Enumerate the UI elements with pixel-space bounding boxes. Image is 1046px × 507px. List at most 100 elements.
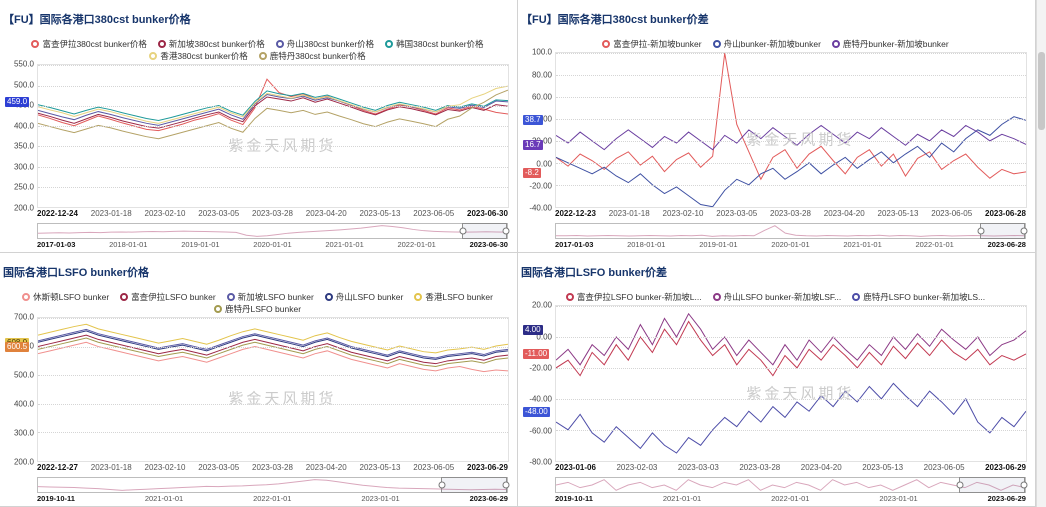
legend-item[interactable]: 富查伊拉LSFO bunker-新加坡L... xyxy=(565,291,702,303)
legend-item[interactable]: 新加坡LSFO bunker xyxy=(226,291,314,303)
y-tick-label: 300.0 xyxy=(13,162,34,172)
legend-item[interactable]: 富查伊拉-新加坡bunker xyxy=(602,38,702,50)
legend-item[interactable]: 韩国380cst bunker价格 xyxy=(385,38,484,50)
navigator-selection[interactable] xyxy=(459,223,510,239)
page-scrollbar[interactable] xyxy=(1036,0,1046,507)
y-tick-label: 400.0 xyxy=(13,121,34,131)
legend-label: 富查伊拉380cst bunker价格 xyxy=(42,39,147,50)
gridline xyxy=(38,207,508,208)
y-tick-label: 0.00 xyxy=(536,159,552,168)
y-tick-label: 700.0 xyxy=(13,312,34,322)
legend-item[interactable]: 新加坡380cst bunker价格 xyxy=(157,38,265,50)
legend-item[interactable]: 富查伊拉380cst bunker价格 xyxy=(31,38,147,50)
x-tick-label: 2023-04-20 xyxy=(800,463,842,472)
y-tick-label: 200.0 xyxy=(13,457,34,467)
legend-marker-icon xyxy=(226,293,235,302)
x-tick-label: 2023-03-05 xyxy=(198,209,240,218)
legend-item[interactable]: 富查伊拉LSFO bunker xyxy=(120,291,216,303)
range-navigator[interactable] xyxy=(555,223,1028,239)
legend-label: 富查伊拉-新加坡bunker xyxy=(613,39,702,50)
navigator-date-label: 2017-01-03 xyxy=(555,240,594,249)
legend-item[interactable]: 鹿特丹LSFO bunker xyxy=(213,303,301,315)
y-tick-label: 350.0 xyxy=(13,141,34,151)
navigator-date-label: 2017-01-03 xyxy=(37,240,76,249)
x-tick-label: 2023-06-30 xyxy=(467,209,508,218)
plot-canvas[interactable]: 紫金天风期货 xyxy=(555,305,1027,462)
legend-marker-icon xyxy=(157,40,166,49)
navigator-date-label: 2022-01-01 xyxy=(397,240,436,249)
navigator-handle-right[interactable] xyxy=(502,481,510,489)
x-tick-label: 2023-01-18 xyxy=(90,463,132,472)
panel-380cst-spread: 【FU】国际各港口380cst bunker价差 富查伊拉-新加坡bunker 舟… xyxy=(518,0,1036,253)
navigator-date-label: 2020-01-01 xyxy=(253,240,292,249)
navigator-line xyxy=(38,224,507,238)
x-tick-label: 2023-05-13 xyxy=(877,209,919,218)
y-tick-label: 60.00 xyxy=(531,92,552,102)
range-navigator[interactable] xyxy=(37,223,510,239)
navigator-date-label: 2021-01-01 xyxy=(662,494,702,503)
x-axis: 2022-12-23 2023-01-18 2023-02-10 2023-03-05… xyxy=(521,208,1030,220)
gridline xyxy=(556,185,1026,187)
legend-item[interactable]: 鹿特丹380cst bunker价格 xyxy=(258,50,366,62)
gridline xyxy=(556,368,1026,370)
legend-item[interactable]: 舟山380cst bunker价格 xyxy=(275,38,375,50)
legend-item[interactable]: 鹿特丹bunker-新加坡bunker xyxy=(831,38,949,50)
scrollbar-thumb[interactable] xyxy=(1038,52,1045,130)
legend-item[interactable]: 香港380cst bunker价格 xyxy=(149,50,248,62)
navigator-handle-left[interactable] xyxy=(438,481,446,489)
navigator-handle-right[interactable] xyxy=(502,227,510,235)
gridline xyxy=(556,163,1026,165)
plot-canvas[interactable]: 紫金天风期货 xyxy=(555,52,1027,208)
navigator-date-label: 2023-06-30 xyxy=(469,240,508,249)
gridline xyxy=(556,337,1026,339)
range-navigator[interactable] xyxy=(37,477,510,493)
navigator-date-label: 2019-10-11 xyxy=(555,494,593,503)
navigator-date-label: 2019-10-11 xyxy=(37,494,75,503)
legend-item[interactable]: 舟山LSFO bunker xyxy=(324,291,403,303)
navigator-date-label: 2022-01-01 xyxy=(915,240,954,249)
legend-item[interactable]: 休斯顿LSFO bunker xyxy=(22,291,109,303)
y-tick-label: 550.0 xyxy=(13,59,34,69)
legend-item[interactable]: 鹿特丹LSFO bunker-新加坡LS... xyxy=(852,291,985,303)
y-tick-label: 100.0 xyxy=(531,47,552,57)
plot-canvas[interactable]: 紫金天风期货 xyxy=(37,64,509,208)
y-tick-label: 0.00 xyxy=(536,332,552,342)
legend-marker-icon xyxy=(712,293,721,302)
navigator-selection[interactable] xyxy=(977,223,1028,239)
gridline xyxy=(38,375,508,377)
navigator-handle-right[interactable] xyxy=(1020,227,1028,235)
legend-label: 鹿特丹380cst bunker价格 xyxy=(269,51,366,62)
x-tick-label: 2023-05-13 xyxy=(862,463,904,472)
legend-item[interactable]: 香港LSFO bunker xyxy=(414,291,493,303)
gridline xyxy=(38,146,508,148)
legend-label: 舟山380cst bunker价格 xyxy=(286,39,375,50)
legend-marker-icon xyxy=(120,293,129,302)
plot-canvas[interactable]: 紫金天风期货 xyxy=(37,317,509,462)
navigator-handle-left[interactable] xyxy=(956,481,964,489)
navigator-handle-left[interactable] xyxy=(977,227,985,235)
x-tick-label: 2022-12-24 xyxy=(37,209,78,218)
x-tick-label: 2023-03-28 xyxy=(770,209,811,218)
legend: 休斯顿LSFO bunker 富查伊拉LSFO bunker 新加坡LSFO bun… xyxy=(3,290,512,317)
y-tick-label: 250.0 xyxy=(13,182,34,192)
navigator-date-label: 2020-01-01 xyxy=(771,240,810,249)
last-value-badge: -48.00 xyxy=(523,406,550,417)
y-tick-label: 20.00 xyxy=(531,300,552,310)
navigator-handle-left[interactable] xyxy=(459,227,467,235)
legend-item[interactable]: 舟山LSFO bunker-新加坡LSF... xyxy=(712,291,841,303)
legend-marker-icon xyxy=(213,305,222,314)
y-axis: 20.00 0.00 -20.00 -40.00 -60.00 -80.00 xyxy=(521,301,555,467)
navigator-selection[interactable] xyxy=(438,477,510,493)
legend-marker-icon xyxy=(275,40,284,49)
legend-label: 富查伊拉LSFO bunker-新加坡L... xyxy=(576,292,702,303)
navigator-handle-right[interactable] xyxy=(1020,481,1028,489)
y-tick-label: -20.00 xyxy=(529,363,552,373)
y-tick-label: 400.0 xyxy=(13,399,34,409)
gridline xyxy=(38,126,508,127)
range-navigator[interactable] xyxy=(555,477,1028,493)
legend-item[interactable]: 舟山bunker-新加坡bunker xyxy=(712,38,821,50)
navigator-selection[interactable] xyxy=(956,477,1028,493)
y-tick-label: 80.00 xyxy=(531,70,552,79)
x-tick-label: 2023-06-05 xyxy=(923,463,965,472)
